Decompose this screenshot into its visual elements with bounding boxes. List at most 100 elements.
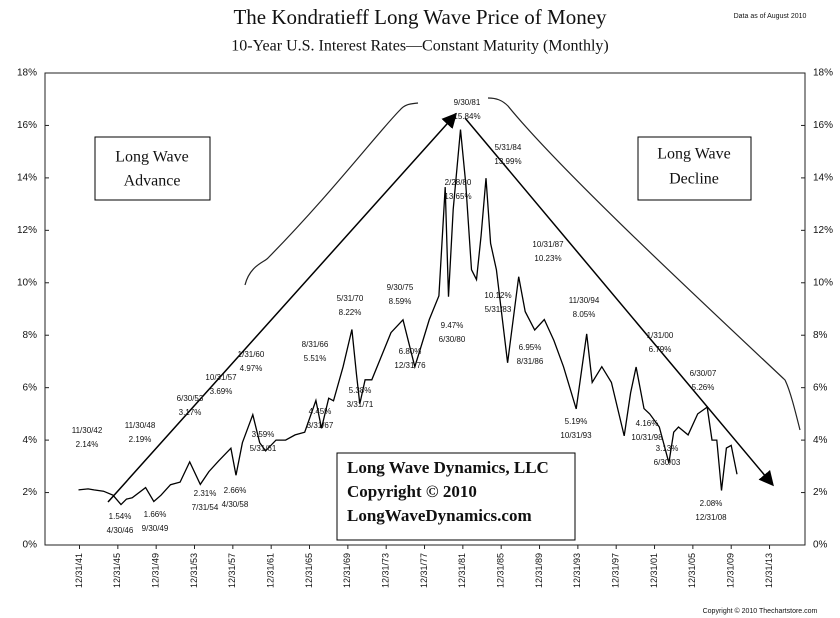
annotation: 10.12% [484, 291, 511, 300]
annotation: 1.54% [109, 512, 132, 521]
x-tick-label: 12/31/13 [764, 553, 774, 588]
x-tick-label: 12/31/05 [687, 553, 697, 588]
x-tick-label: 12/31/85 [496, 553, 506, 588]
annotation: 11/30/94 [569, 296, 600, 305]
annotation: 6.80% [399, 347, 422, 356]
annotation: 5/31/84 [495, 143, 522, 152]
annotation: 4/30/46 [107, 526, 134, 535]
annotation: 4.97% [240, 364, 263, 373]
y-tick-label: 4% [23, 435, 38, 446]
x-tick-label: 12/31/53 [189, 553, 199, 588]
y2-tick-label: 18% [813, 68, 833, 79]
y-tick-label: 2% [23, 487, 38, 498]
annotation: 9/30/49 [142, 524, 169, 533]
rate-line [78, 129, 738, 506]
annotation: 1/31/00 [647, 331, 674, 340]
x-tick-label: 12/31/73 [381, 553, 391, 588]
annotation: 11/30/48 [125, 421, 156, 430]
annotation: 10/31/98 [631, 433, 663, 442]
box-text: Copyright © 2010 [347, 482, 477, 501]
advance-brace [244, 102, 419, 286]
annotation: 3.17% [179, 408, 202, 417]
x-tick-label: 12/31/57 [227, 553, 237, 588]
box-text: Decline [669, 171, 719, 188]
box-text: Long Wave Dynamics, LLC [347, 458, 549, 477]
y2-tick-label: 0% [813, 540, 828, 551]
annotation: 5/31/70 [337, 294, 364, 303]
annotation: 4/30/58 [222, 500, 249, 509]
data-note: Data as of August 2010 [734, 13, 807, 20]
annotation: 1.66% [144, 510, 167, 519]
annotation: 8/31/86 [517, 357, 544, 366]
x-tick-label: 12/31/09 [726, 553, 736, 588]
annotation: 10/31/93 [560, 431, 592, 440]
annotation: 8.59% [389, 297, 412, 306]
annotation: 6/30/07 [690, 369, 717, 378]
annotation: 2/28/80 [445, 178, 472, 187]
company-box [336, 452, 576, 541]
y-tick-label: 14% [17, 173, 37, 184]
annotation: 13.65% [444, 192, 471, 201]
y2-tick-label: 14% [813, 173, 833, 184]
annotation: 6/30/53 [177, 394, 204, 403]
annotation: 3/31/67 [307, 421, 334, 430]
annotation: 2.19% [129, 435, 152, 444]
x-tick-label: 12/31/77 [419, 553, 429, 588]
chart-subtitle: 10-Year U.S. Interest Rates—Constant Mat… [231, 38, 608, 55]
y2-tick-label: 6% [813, 382, 828, 393]
x-tick-label: 12/31/89 [534, 553, 544, 588]
y2-tick-label: 16% [813, 120, 833, 131]
x-tick-label: 12/31/69 [342, 553, 352, 588]
annotation: 13.99% [494, 157, 521, 166]
annotation: 9/30/75 [387, 283, 414, 292]
y-tick-label: 8% [23, 330, 38, 341]
y2-tick-label: 10% [813, 277, 833, 288]
annotation: 8/31/66 [302, 340, 329, 349]
y-tick-label: 6% [23, 382, 38, 393]
annotation: 10/31/57 [205, 373, 237, 382]
y-tick-label: 16% [17, 120, 37, 131]
annotation: 2.08% [700, 499, 723, 508]
advance-box [94, 136, 211, 201]
annotation: 10/31/87 [532, 240, 564, 249]
annotation: 3.69% [210, 387, 233, 396]
decline-arrow [464, 117, 774, 487]
annotation: 11/30/42 [72, 426, 103, 435]
annotation: 1/31/60 [238, 350, 265, 359]
advance-arrow [107, 112, 458, 503]
annotation: 8.22% [339, 308, 362, 317]
x-tick-label: 12/31/41 [74, 553, 84, 588]
annotation: 2.66% [224, 486, 247, 495]
annotation: 4.45% [309, 407, 332, 416]
annotation: 5.51% [304, 354, 327, 363]
x-tick-label: 12/31/01 [649, 553, 659, 588]
y2-tick-label: 4% [813, 435, 828, 446]
box-text: Advance [124, 173, 181, 190]
decline-brace [487, 97, 801, 431]
annotation: 12/31/08 [695, 513, 727, 522]
annotation: 5/31/83 [485, 305, 512, 314]
annotation: 10.23% [534, 254, 561, 263]
annotation: 4.16% [636, 419, 659, 428]
annotation: 3.59% [252, 430, 275, 439]
x-tick-label: 12/31/61 [266, 553, 276, 588]
annotation: 2.31% [194, 489, 217, 498]
annotation: 6.79% [649, 345, 672, 354]
copyright-note: Copyright © 2010 Thechartstore.com [703, 607, 818, 615]
annotation: 5/31/61 [250, 444, 277, 453]
annotation: 2.14% [76, 440, 99, 449]
box-text: Long Wave [115, 149, 189, 166]
annotation: 6.95% [519, 343, 542, 352]
annotation: 8.05% [573, 310, 596, 319]
y2-tick-label: 2% [813, 487, 828, 498]
annotation: 9/30/81 [454, 98, 481, 107]
annotation: 5.38% [349, 386, 372, 395]
annotation: 6/30/80 [439, 335, 466, 344]
annotation: 6/30/03 [654, 458, 681, 467]
y2-tick-label: 8% [813, 330, 828, 341]
annotation: 5.19% [565, 417, 588, 426]
x-tick-label: 12/31/97 [611, 553, 621, 588]
annotation: 3.13% [656, 444, 679, 453]
y2-tick-label: 12% [813, 225, 833, 236]
